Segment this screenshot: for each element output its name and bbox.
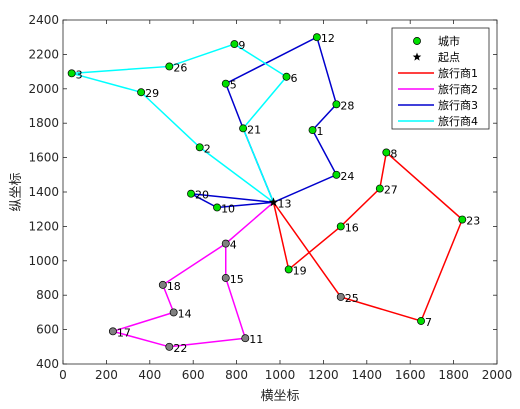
city-point bbox=[312, 33, 321, 42]
y-tick-label: 1800 bbox=[28, 116, 59, 130]
x-tick-label: 1800 bbox=[438, 368, 469, 382]
x-tick-label: 1000 bbox=[265, 368, 296, 382]
y-tick-label: 800 bbox=[36, 288, 59, 302]
city-point bbox=[336, 222, 345, 231]
city-label: 5 bbox=[230, 79, 237, 92]
y-tick-label: 600 bbox=[36, 323, 59, 337]
points-layer bbox=[67, 33, 467, 351]
city-point bbox=[165, 62, 174, 71]
city-labels-layer: 1234567891011121314151617181920212223242… bbox=[76, 32, 481, 355]
city-label: 26 bbox=[173, 61, 187, 74]
city-point bbox=[241, 334, 250, 343]
city-point bbox=[158, 280, 167, 289]
city-label: 28 bbox=[340, 99, 354, 112]
city-label: 3 bbox=[76, 68, 83, 81]
city-point bbox=[221, 239, 230, 248]
legend-start-star-icon bbox=[412, 52, 422, 61]
city-label: 4 bbox=[230, 239, 237, 252]
y-tick-label: 1200 bbox=[28, 219, 59, 233]
y-tick-label: 2400 bbox=[28, 13, 59, 27]
city-point bbox=[230, 40, 239, 49]
city-label: 22 bbox=[173, 342, 187, 355]
city-point bbox=[213, 203, 222, 212]
x-tick-label: 200 bbox=[95, 368, 118, 382]
city-point bbox=[282, 72, 291, 81]
legend-box bbox=[391, 27, 490, 130]
y-tick-label: 2200 bbox=[28, 47, 59, 61]
city-point bbox=[417, 317, 425, 325]
x-tick-label: 2000 bbox=[482, 368, 513, 382]
city-label: 23 bbox=[466, 215, 480, 228]
city-label: 7 bbox=[425, 316, 432, 329]
route-line-2 bbox=[110, 201, 274, 348]
x-tick-label: 1600 bbox=[395, 368, 426, 382]
city-point bbox=[332, 100, 341, 109]
legend-series-label: 旅行商4 bbox=[438, 114, 478, 128]
x-axis-ticks: 0 200 400 600 800 1000 1200 1400 1600 1800 2000 bbox=[59, 20, 512, 382]
x-tick-label: 1200 bbox=[308, 368, 339, 382]
start-star-icon bbox=[268, 197, 279, 207]
city-point bbox=[308, 126, 317, 135]
city-label: 12 bbox=[321, 32, 335, 45]
city-label: 14 bbox=[178, 307, 192, 320]
city-label: 19 bbox=[293, 264, 307, 277]
city-point bbox=[332, 170, 341, 179]
city-point bbox=[221, 274, 230, 282]
city-point bbox=[284, 265, 293, 274]
x-tick-label: 0 bbox=[59, 368, 67, 382]
city-point bbox=[239, 124, 248, 133]
city-point bbox=[169, 308, 178, 317]
city-label: 10 bbox=[221, 202, 235, 215]
city-point bbox=[336, 292, 345, 301]
city-label: 11 bbox=[249, 333, 263, 346]
city-label: 6 bbox=[291, 72, 298, 85]
legend-start-label: 起点 bbox=[438, 51, 460, 64]
city-label: 18 bbox=[167, 280, 181, 293]
legend-series-label: 旅行商3 bbox=[438, 98, 478, 112]
y-tick-label: 1400 bbox=[28, 185, 59, 199]
city-label: 13 bbox=[277, 197, 291, 210]
city-label: 20 bbox=[195, 189, 209, 202]
legend-series-label: 旅行商1 bbox=[438, 66, 478, 80]
city-label: 8 bbox=[390, 147, 397, 160]
city-label: 21 bbox=[247, 123, 261, 136]
y-axis-ticks: 400 600 800 1000 1200 1400 1600 1800 2000 2200 240… bbox=[28, 13, 497, 371]
city-point bbox=[221, 79, 230, 88]
city-point bbox=[108, 327, 117, 336]
city-label: 16 bbox=[345, 221, 359, 234]
city-point bbox=[382, 148, 391, 157]
x-tick-label: 800 bbox=[225, 368, 248, 382]
city-point bbox=[137, 88, 146, 97]
city-label: 25 bbox=[345, 292, 359, 305]
city-label: 27 bbox=[384, 184, 398, 197]
y-tick-label: 400 bbox=[36, 357, 59, 371]
city-label: 15 bbox=[230, 273, 244, 286]
city-point bbox=[375, 184, 384, 193]
city-label: 29 bbox=[145, 87, 159, 100]
legend-series-label: 旅行商2 bbox=[438, 82, 478, 96]
city-point bbox=[165, 342, 174, 351]
legend-city-label: 城市 bbox=[438, 34, 460, 48]
y-tick-label: 1000 bbox=[28, 254, 59, 268]
y-axis-title: 纵坐标 bbox=[9, 172, 24, 211]
city-point bbox=[187, 189, 195, 198]
city-point bbox=[195, 143, 204, 152]
x-tick-label: 1400 bbox=[352, 368, 383, 382]
x-axis-title: 横坐标 bbox=[260, 389, 299, 404]
y-tick-label: 1600 bbox=[28, 151, 59, 165]
city-label: 9 bbox=[238, 39, 245, 52]
y-tick-label: 2000 bbox=[28, 82, 59, 96]
city-label: 24 bbox=[340, 170, 354, 183]
legend-city-marker-icon bbox=[413, 37, 421, 45]
city-label: 17 bbox=[117, 326, 131, 339]
city-label: 1 bbox=[317, 125, 324, 138]
x-tick-label: 400 bbox=[138, 368, 161, 382]
city-label: 2 bbox=[204, 142, 211, 155]
city-point bbox=[67, 69, 76, 78]
city-point bbox=[458, 215, 467, 224]
x-tick-label: 600 bbox=[182, 368, 205, 382]
